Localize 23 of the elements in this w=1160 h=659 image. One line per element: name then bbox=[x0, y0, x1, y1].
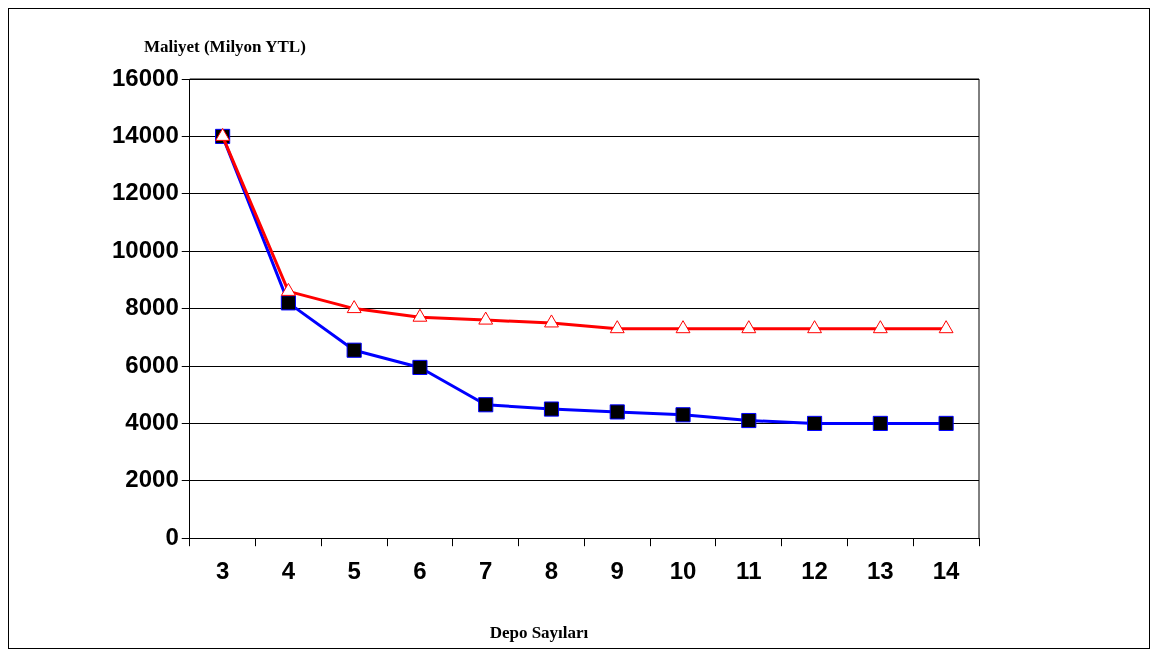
x-axis-title: Depo Sayıları bbox=[489, 623, 589, 642]
x-tick-label: 7 bbox=[479, 557, 493, 585]
x-tick-label: 6 bbox=[413, 557, 427, 585]
x-tick-label: 11 bbox=[736, 557, 762, 585]
y-tick-label: 2000 bbox=[125, 465, 179, 493]
y-axis-title: Maliyet (Milyon YTL) bbox=[144, 37, 306, 57]
y-tick-label: 0 bbox=[165, 522, 179, 550]
y-tick-label: 6000 bbox=[125, 350, 179, 378]
x-tick-label: 12 bbox=[801, 557, 828, 585]
x-tick-label: 4 bbox=[281, 557, 296, 585]
y-tick-label: 12000 bbox=[111, 178, 179, 206]
x-tick-label: 13 bbox=[866, 557, 894, 585]
y-tick-label: 16000 bbox=[111, 63, 179, 91]
x-tick-label: 9 bbox=[610, 557, 624, 585]
x-tick-label: 14 bbox=[932, 557, 961, 585]
x-tick-label: 3 bbox=[215, 557, 230, 585]
y-tick-label: 4000 bbox=[125, 408, 179, 436]
y-tick-label: 14000 bbox=[111, 121, 179, 149]
x-tick-label: 10 bbox=[669, 557, 697, 585]
y-tick-label: 8000 bbox=[125, 293, 179, 321]
x-tick-label: 5 bbox=[347, 557, 361, 585]
y-tick-label: 10000 bbox=[111, 235, 179, 263]
x-tick-label: 8 bbox=[544, 557, 559, 585]
